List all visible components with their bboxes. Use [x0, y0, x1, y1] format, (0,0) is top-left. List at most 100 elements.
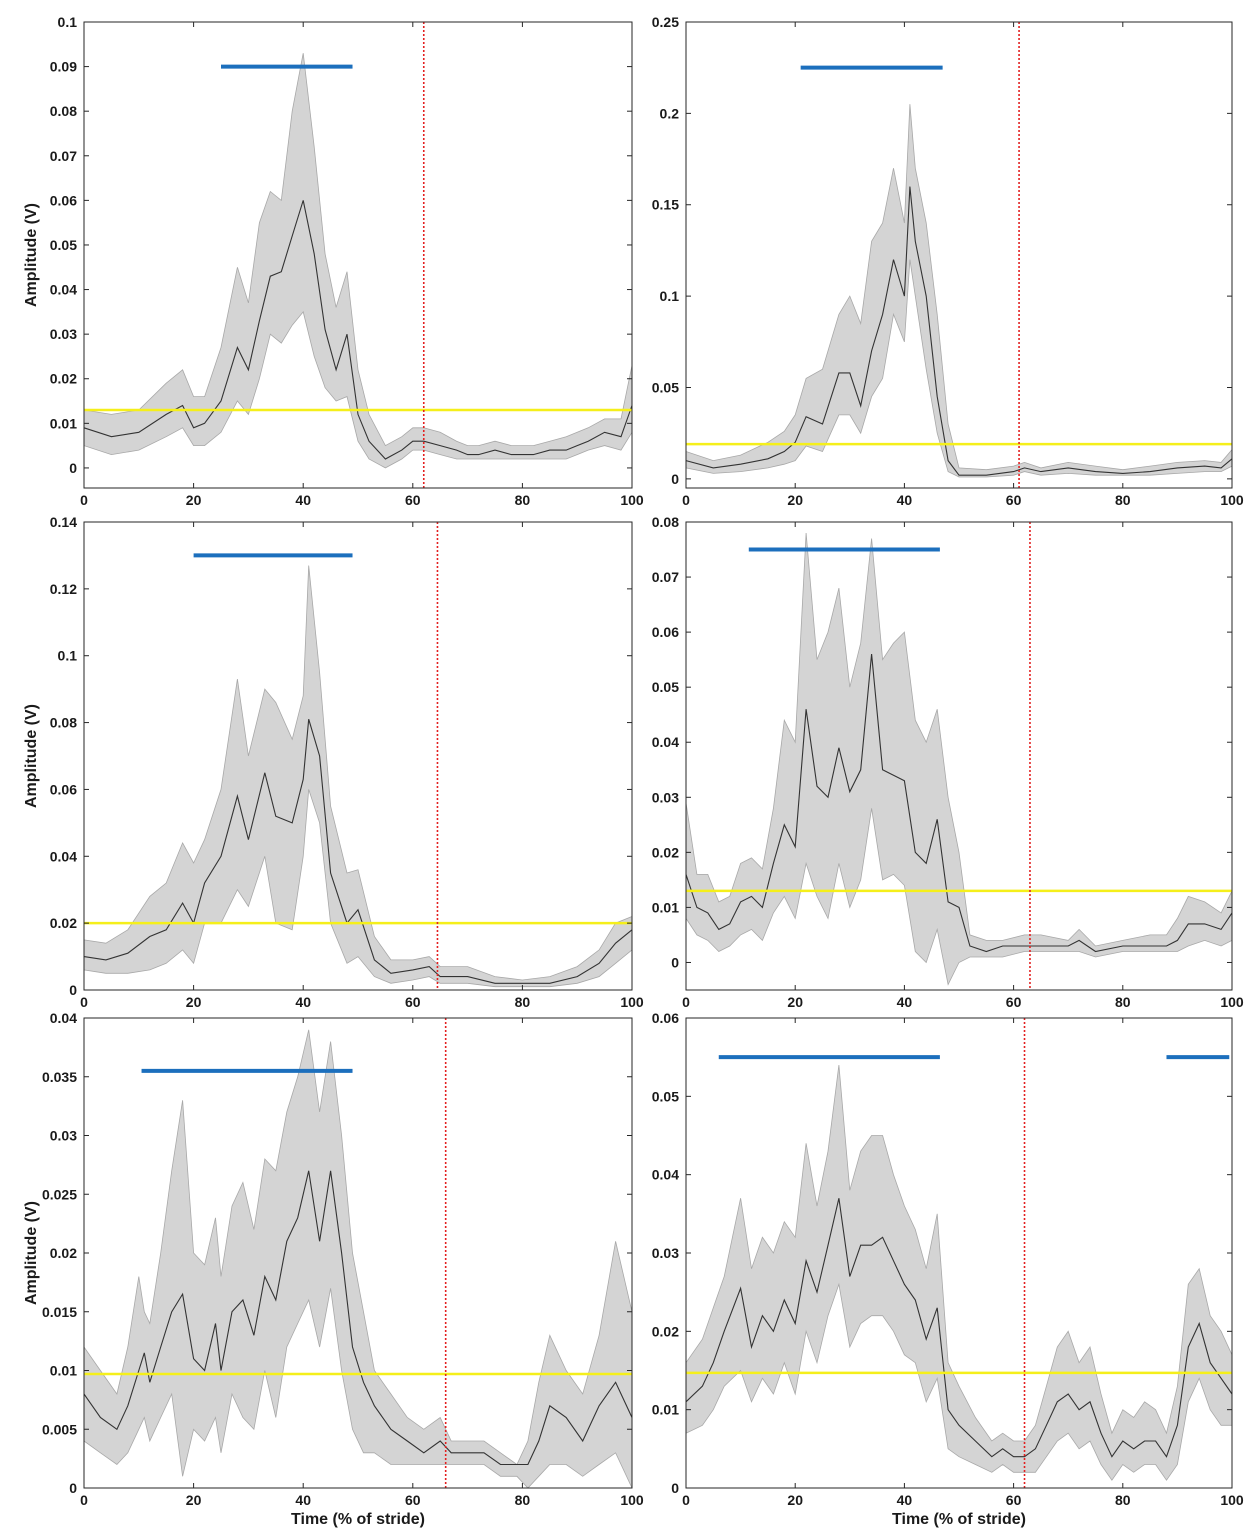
x-tick-label: 80 [1115, 492, 1131, 508]
sd-band [83, 53, 633, 469]
x-axis-label: Time (% of stride) [892, 1511, 1026, 1528]
y-tick-label: 0.02 [50, 371, 77, 387]
y-tick-label: 0.07 [652, 569, 679, 585]
y-tick-label: 0.02 [50, 915, 77, 931]
x-tick-label: 40 [897, 994, 913, 1010]
y-tick-label: 0.15 [652, 197, 679, 213]
x-tick-label: 40 [897, 492, 913, 508]
y-tick-label: 0.1 [660, 288, 680, 304]
x-tick-label: 60 [405, 1492, 421, 1508]
y-axis-label: Amplitude (V) [23, 704, 40, 808]
y-tick-label: 0.02 [652, 844, 679, 860]
y-tick-label: 0.035 [42, 1069, 77, 1085]
y-axis-label: Amplitude (V) [23, 1201, 40, 1305]
y-tick-label: 0.025 [42, 1186, 77, 1202]
y-tick-label: 0.06 [652, 624, 679, 640]
y-tick-label: 0.005 [42, 1421, 77, 1437]
emg-panel-1: 0 20 40 60 80 100 0 0.01 0.02 0.03 0.04 0.05 0.06 0.0… [23, 14, 644, 508]
x-tick-label: 100 [1220, 1492, 1244, 1508]
y-tick-label: 0.01 [652, 1402, 679, 1418]
x-tick-label: 40 [295, 1492, 311, 1508]
x-tick-label: 20 [186, 994, 202, 1010]
y-tick-label: 0 [671, 471, 679, 487]
y-tick-label: 0.03 [50, 326, 77, 342]
mean-line [685, 1198, 1233, 1458]
x-tick-label: 80 [515, 492, 531, 508]
y-tick-label: 0.09 [50, 59, 77, 75]
sd-band [685, 104, 1233, 478]
y-tick-label: 0.2 [660, 105, 680, 121]
x-tick-label: 80 [515, 994, 531, 1010]
y-tick-label: 0.08 [50, 103, 77, 119]
x-tick-label: 80 [515, 1492, 531, 1508]
y-tick-label: 0 [69, 1480, 77, 1496]
y-tick-label: 0.04 [652, 734, 679, 750]
y-tick-label: 0.14 [50, 514, 77, 530]
x-tick-label: 20 [787, 492, 803, 508]
y-axis-label: Amplitude (V) [23, 203, 40, 307]
axes-frame [685, 21, 1233, 489]
mean-line [685, 654, 1233, 953]
x-tick-label: 60 [405, 994, 421, 1010]
axes-frame [83, 521, 633, 991]
y-tick-label: 0.07 [50, 148, 77, 164]
x-tick-label: 100 [620, 1492, 644, 1508]
x-tick-label: 0 [682, 1492, 690, 1508]
y-tick-label: 0.05 [652, 1088, 679, 1104]
y-tick-label: 0.05 [652, 679, 679, 695]
emg-panel-2: 0 20 40 60 80 100 0 0.05 0.1 0.15 0.2 0.25 [652, 14, 1244, 508]
x-tick-label: 20 [787, 994, 803, 1010]
x-tick-label: 60 [1006, 492, 1022, 508]
y-tick-label: 0.03 [652, 789, 679, 805]
sd-band [83, 1029, 633, 1489]
y-tick-label: 0.12 [50, 581, 77, 597]
x-tick-label: 80 [1115, 994, 1131, 1010]
y-tick-label: 0 [69, 982, 77, 998]
mean-line [83, 1170, 633, 1466]
x-tick-label: 20 [186, 1492, 202, 1508]
y-tick-label: 0.04 [50, 1010, 77, 1026]
x-tick-label: 60 [1006, 994, 1022, 1010]
y-tick-label: 0.04 [652, 1167, 679, 1183]
y-tick-label: 0.02 [50, 1245, 77, 1261]
axes-frame [685, 521, 1233, 991]
x-tick-label: 40 [295, 492, 311, 508]
y-tick-label: 0 [671, 1480, 679, 1496]
y-tick-label: 0.06 [652, 1010, 679, 1026]
sd-band [685, 532, 1233, 986]
y-tick-label: 0 [69, 460, 77, 476]
x-tick-label: 0 [80, 994, 88, 1010]
y-tick-label: 0.08 [50, 715, 77, 731]
x-tick-label: 100 [620, 994, 644, 1010]
x-tick-label: 100 [1220, 994, 1244, 1010]
y-tick-label: 0.01 [652, 899, 679, 915]
x-tick-label: 100 [1220, 492, 1244, 508]
y-tick-label: 0.1 [58, 648, 78, 664]
x-tick-label: 60 [405, 492, 421, 508]
y-tick-label: 0.05 [652, 379, 679, 395]
y-tick-label: 0.01 [50, 1363, 77, 1379]
y-tick-label: 0.015 [42, 1304, 77, 1320]
mean-line [83, 200, 633, 460]
mean-line [83, 719, 633, 984]
y-tick-label: 0 [671, 954, 679, 970]
y-tick-label: 0.25 [652, 14, 679, 30]
sd-band [685, 1064, 1233, 1481]
y-tick-label: 0.03 [50, 1128, 77, 1144]
x-tick-label: 0 [682, 492, 690, 508]
y-tick-label: 0.06 [50, 781, 77, 797]
x-tick-label: 20 [186, 492, 202, 508]
y-tick-label: 0.04 [50, 848, 77, 864]
y-tick-label: 0.06 [50, 192, 77, 208]
emg-panel-4: 0 20 40 60 80 100 0 0.01 0.02 0.03 0.04 0.05 0.06 0.0… [652, 514, 1244, 1010]
x-tick-label: 60 [1006, 1492, 1022, 1508]
mean-line [685, 186, 1233, 476]
x-axis-label: Time (% of stride) [291, 1511, 425, 1528]
x-tick-label: 40 [295, 994, 311, 1010]
y-tick-label: 0.01 [50, 415, 77, 431]
y-tick-label: 0.1 [58, 14, 78, 30]
y-tick-label: 0.08 [652, 514, 679, 530]
emg-panel-3: 0 20 40 60 80 100 0 0.02 0.04 0.06 0.08 0.1 0.12 0.14… [23, 514, 644, 1010]
y-tick-label: 0.05 [50, 237, 77, 253]
